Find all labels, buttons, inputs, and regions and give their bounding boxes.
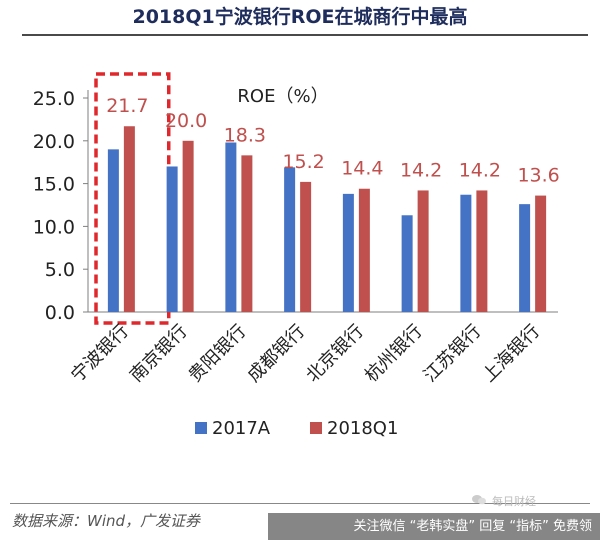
data-label: 20.0	[165, 110, 207, 132]
promo-banner[interactable]: 关注微信 “老韩实盘” 回复 “指标” 免费领	[268, 513, 600, 540]
y-tick-label: 15.0	[33, 174, 75, 196]
watermark: 每日财经	[492, 495, 536, 508]
legend-swatch-0	[195, 422, 207, 434]
bar-2018q1-1	[182, 140, 194, 312]
bar-2017a-7	[519, 204, 531, 312]
x-tick-label: 上海银行	[478, 321, 544, 387]
data-label: 15.2	[282, 151, 324, 173]
data-source-note: 数据来源：Wind，广发证券	[12, 512, 201, 530]
roe-bar-chart: ROE（%） 0.0 5.0 10.0 15.0 20.0 25.0 21.7 宁波银行 20.0…	[33, 72, 560, 439]
y-tick-label: 25.0	[33, 88, 75, 110]
legend-swatch-1	[310, 422, 322, 434]
data-label: 14.2	[400, 159, 442, 181]
legend-label-1: 2018Q1	[327, 418, 398, 439]
bar-2017a-2	[225, 142, 237, 312]
legend-label-0: 2017A	[212, 418, 271, 439]
data-label: 13.6	[517, 165, 559, 187]
bar-2017a-4	[342, 193, 354, 312]
bar-2018q1-5	[417, 190, 429, 312]
y-tick-label: 0.0	[45, 302, 75, 324]
data-label: 21.7	[106, 95, 148, 117]
data-label: 14.2	[459, 159, 501, 181]
chart-title: ROE（%）	[237, 86, 328, 107]
y-tick-label: 10.0	[33, 216, 75, 238]
bar-2018q1-4	[358, 188, 370, 312]
bar-2018q1-2	[241, 155, 253, 312]
x-tick-label: 南京银行	[126, 321, 192, 387]
bar-2018q1-3	[300, 181, 312, 312]
x-tick-label: 成都银行	[243, 321, 309, 387]
page-title: 2018Q1宁波银行ROE在城商行中最高	[132, 6, 468, 28]
bar-2018q1-7	[535, 195, 547, 312]
y-tick-label: 5.0	[45, 259, 75, 281]
x-tick-label: 贵阳银行	[185, 321, 251, 387]
x-tick-label: 江苏银行	[420, 321, 486, 387]
data-label: 14.4	[341, 158, 383, 180]
bar-2017a-1	[166, 166, 178, 312]
bar-2017a-6	[460, 194, 472, 312]
bar-2018q1-6	[476, 190, 488, 312]
footer-divider	[10, 503, 590, 504]
bar-2017a-5	[401, 215, 413, 312]
y-tick-label: 20.0	[33, 131, 75, 153]
title-divider	[22, 34, 588, 36]
bar-2017a-0	[107, 149, 119, 312]
x-tick-label: 杭州银行	[361, 321, 427, 387]
bar-2017a-3	[284, 167, 296, 312]
bar-2018q1-0	[123, 126, 135, 312]
x-tick-label: 宁波银行	[67, 321, 133, 387]
data-label: 18.3	[224, 124, 266, 146]
x-tick-label: 北京银行	[302, 321, 368, 387]
wechat-icon	[472, 495, 486, 505]
